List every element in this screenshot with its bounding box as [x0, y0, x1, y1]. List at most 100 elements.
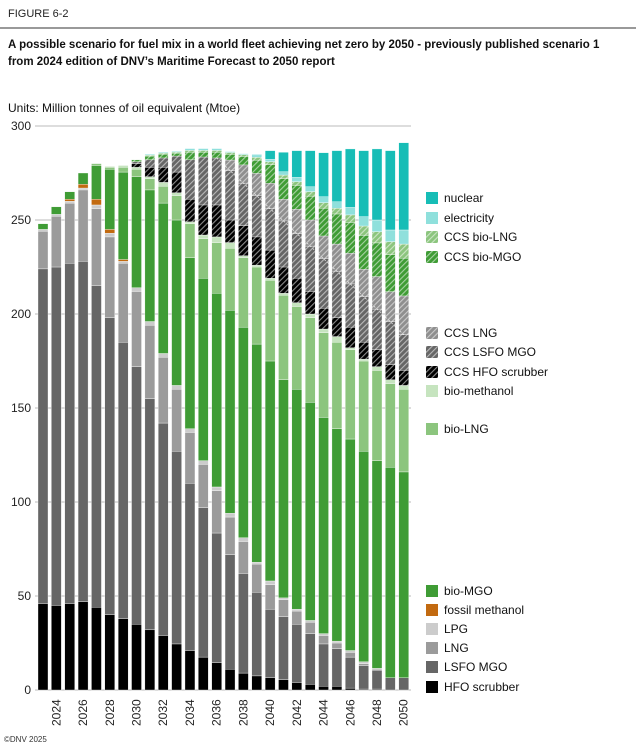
bar-segment-hfo-scrubber-2028: [104, 614, 115, 691]
bar-segment-ccs-bio-mgo-2038: [238, 156, 249, 166]
legend-label: CCS HFO scrubber: [444, 365, 549, 379]
bar-segment-nuclear-2041: [278, 152, 289, 172]
bar-segment-ccs-lng-2039: [251, 173, 262, 196]
bar-segment-bio-mgo-2042: [291, 389, 303, 610]
bar-segment-ccs-hfo-scrubber-2039: [251, 236, 262, 266]
bar-segment-lng-2045: [331, 642, 343, 649]
bar-segment-hfo-scrubber-2042: [291, 682, 303, 691]
bar-segment-bio-lng-2043: [305, 317, 316, 403]
bar-segment-electricity-2032: [158, 152, 169, 154]
bar-segment-lsfo-mgo-2039: [251, 592, 262, 677]
bar-segment-hfo-scrubber-2036: [211, 662, 222, 691]
bar-segment-ccs-hfo-scrubber-2031: [144, 167, 156, 177]
bar-segment-electricity-2050: [398, 229, 409, 245]
legend-swatch: [426, 661, 438, 673]
bar-segment-electricity-2049: [385, 229, 396, 242]
bar-segment-fossil-methanol-2027: [91, 199, 102, 206]
ccs-divider-line: [216, 157, 404, 335]
x-tick-label: 2028: [103, 699, 117, 726]
bar-segment-lsfo-mgo-2029: [117, 342, 129, 619]
bar-segment-bio-mgo-2045: [331, 428, 343, 642]
bar-segment-lsfo-mgo-2023: [37, 268, 49, 604]
bar-segment-bio-methanol-2036: [211, 236, 222, 243]
legend-item-bio-mgo: bio-MGO: [426, 584, 493, 598]
bar-segment-ccs-lsfo-mgo-2048: [371, 308, 383, 350]
bar-segment-ccs-bio-mgo-2044: [318, 208, 329, 237]
bar-segment-bio-methanol-2047: [358, 358, 369, 362]
bar-segment-lsfo-mgo-2027: [91, 285, 102, 608]
bar-segment-lpg-2044: [318, 633, 329, 636]
bar-segment-ccs-bio-lng-2042: [291, 181, 303, 186]
legend-item-lsfo-mgo: LSFO MGO: [426, 660, 507, 674]
bar-segment-lng-2043: [305, 622, 316, 634]
bar-segment-bio-mgo-2029: [117, 171, 129, 260]
x-tick-label: 2040: [263, 699, 277, 726]
bar-segment-hfo-scrubber-2027: [91, 607, 102, 691]
bar-segment-lsfo-mgo-2032: [158, 422, 169, 636]
legend-label: electricity: [444, 211, 495, 225]
bar-segment-ccs-hfo-scrubber-2040: [264, 249, 276, 279]
bar-segment-lng-2024: [51, 216, 62, 268]
bar-segment-lng-2038: [238, 541, 249, 574]
bar-segment-bio-lng-2050: [398, 389, 409, 473]
bar-segment-lpg-2032: [158, 353, 169, 358]
bar-segment-bio-mgo-2033: [171, 219, 182, 386]
bar-segment-bio-mgo-2047: [358, 451, 369, 662]
bar-segment-lng-2030: [131, 291, 142, 367]
bar-segment-ccs-lng-2049: [385, 291, 396, 322]
bar-segment-bio-lng-2038: [238, 257, 249, 328]
bar-2048: [371, 148, 383, 691]
x-tick-label: 2038: [236, 699, 250, 726]
bar-segment-ccs-lsfo-mgo-2031: [144, 159, 156, 168]
legend-label: nuclear: [444, 191, 484, 205]
bar-segment-ccs-bio-mgo-2041: [278, 178, 289, 200]
bar-segment-hfo-scrubber-2039: [251, 675, 262, 691]
bar-segment-ccs-bio-lng-2040: [264, 161, 276, 165]
x-tick-label: 2024: [49, 699, 63, 726]
bar-2029: [117, 165, 129, 691]
bar-segment-bio-mgo-2023: [37, 223, 49, 230]
bar-segment-bio-methanol-2045: [331, 336, 343, 343]
bar-segment-lng-2035: [198, 464, 209, 508]
bar-segment-ccs-hfo-scrubber-2038: [238, 225, 249, 256]
bar-segment-ccs-hfo-scrubber-2042: [291, 278, 303, 303]
chart-title: A possible scenario for fuel mix in a wo…: [8, 39, 600, 68]
bar-segment-hfo-scrubber-2033: [171, 643, 182, 691]
bar-segment-bio-methanol-2037: [224, 242, 236, 249]
legend-item-ccs-lsfo-mgo: CCS LSFO MGO: [426, 345, 536, 359]
legend-item-ccs-hfo-scrubber: CCS HFO scrubber: [426, 365, 548, 379]
bar-segment-lsfo-mgo-2036: [211, 532, 222, 663]
bar-segment-lsfo-mgo-2038: [238, 573, 249, 674]
bar-segment-ccs-bio-mgo-2037: [224, 154, 236, 161]
bar-segment-electricity-2044: [318, 196, 329, 203]
bar-2050: [398, 142, 409, 691]
bar-segment-bio-lng-2047: [358, 360, 369, 452]
legend-swatch: [426, 642, 438, 654]
bar-segment-ccs-hfo-scrubber-2045: [331, 317, 343, 337]
bar-segment-lpg-2025: [64, 201, 75, 204]
legend-label: LPG: [444, 622, 469, 636]
bar-segment-lpg-2040: [264, 580, 276, 585]
legend-label: LSFO MGO: [444, 660, 508, 674]
bar-segment-bio-methanol-2033: [171, 192, 182, 196]
bar-segment-bio-lng-2029: [117, 167, 129, 173]
bar-segment-bio-lng-2033: [171, 195, 182, 221]
legend-swatch: [426, 346, 438, 358]
bar-segment-bio-mgo-2046: [345, 438, 356, 651]
bar-segment-lpg-2038: [238, 537, 249, 542]
bar-segment-lsfo-mgo-2049: [385, 677, 396, 691]
bar-segment-nuclear-2044: [318, 152, 329, 197]
header-divider: [0, 27, 636, 29]
bar-segment-lng-2032: [158, 357, 169, 424]
bar-segment-hfo-scrubber-2034: [184, 650, 196, 691]
bar-segment-lpg-2026: [77, 187, 89, 191]
bar-segment-lpg-2034: [184, 428, 196, 433]
bar-segment-bio-lng-2040: [264, 279, 276, 362]
bar-segment-lng-2040: [264, 584, 276, 610]
bar-segment-ccs-bio-mgo-2045: [331, 213, 343, 245]
bar-segment-ccs-hfo-scrubber-2030: [131, 163, 142, 168]
y-tick-label: 100: [11, 495, 31, 509]
bar-segment-electricity-2042: [291, 177, 303, 182]
bar-segment-lng-2031: [144, 325, 156, 399]
bar-segment-ccs-bio-lng-2038: [238, 154, 249, 157]
